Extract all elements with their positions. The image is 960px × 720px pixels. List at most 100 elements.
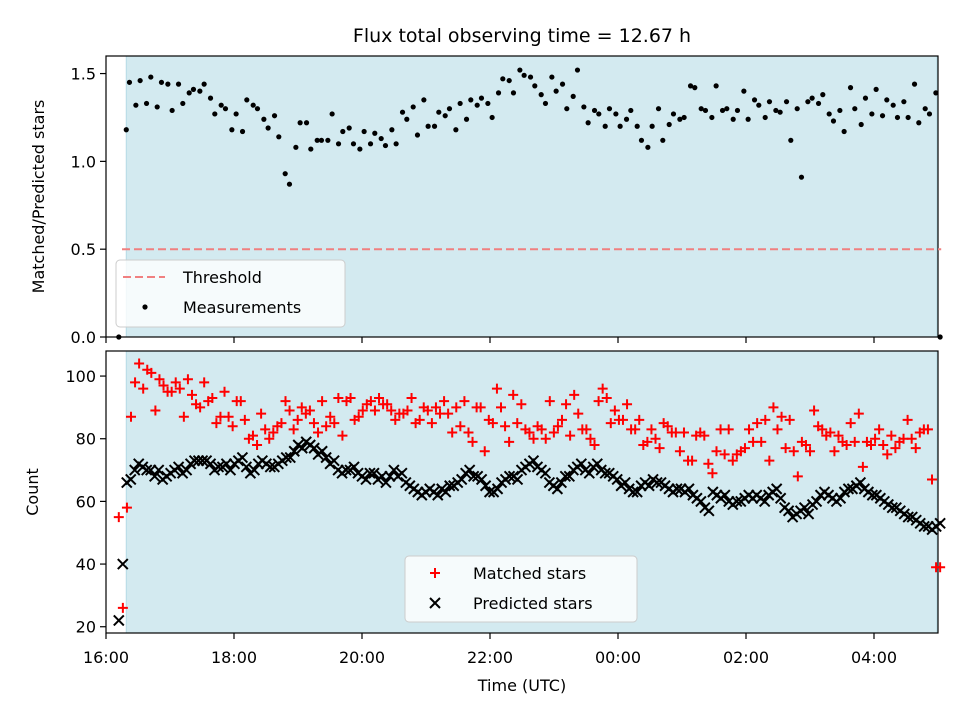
- measurement-point: [335, 141, 342, 147]
- predicted-star-point: [842, 483, 855, 495]
- measurement-point: [873, 86, 879, 92]
- measurement-point: [794, 106, 800, 112]
- matched-star-point: [353, 411, 364, 422]
- measurement-point: [815, 100, 822, 107]
- measurement-point: [719, 107, 726, 114]
- axes-frame: [105, 350, 939, 634]
- matched-star-point: [451, 402, 462, 413]
- matched-star-point: [491, 383, 502, 394]
- measurement-point: [378, 135, 384, 142]
- measurement-point: [730, 116, 736, 122]
- predicted-star-point: [671, 483, 683, 495]
- predicted-star-point: [296, 442, 308, 454]
- measurement-point: [564, 106, 570, 112]
- predicted-star-point: [810, 495, 823, 508]
- measurement-point: [393, 141, 399, 147]
- measurement-point: [489, 114, 495, 121]
- matched-star-point: [268, 427, 279, 438]
- predicted-star-point: [129, 464, 141, 476]
- measurement-point: [751, 97, 758, 103]
- matched-star-point: [585, 433, 596, 444]
- matched-star-point: [597, 383, 608, 394]
- measurement-point: [613, 111, 619, 117]
- measurement-point: [303, 120, 310, 126]
- predicted-star-point: [770, 483, 783, 495]
- matched-star-point: [439, 396, 450, 407]
- matched-star-point: [593, 396, 604, 407]
- matched-star-point: [565, 430, 576, 441]
- matched-star-point: [687, 455, 698, 466]
- predicted-star-point: [316, 445, 328, 457]
- predicted-star-point: [264, 461, 277, 473]
- measurement-point: [329, 111, 335, 117]
- measurement-point: [884, 97, 890, 103]
- measurement-point: [862, 95, 869, 101]
- measurement-point: [634, 123, 640, 129]
- flux-ratio-panel: 0.0 0.5 1.0 1.5 Matched/Predicted stars Thres…: [29, 55, 943, 347]
- matched-star-point: [800, 440, 811, 450]
- matched-star-point: [760, 414, 771, 425]
- measurement-point: [773, 107, 779, 114]
- matched-star-point: [247, 430, 258, 441]
- matched-star-point: [516, 399, 527, 410]
- measurement-point: [180, 100, 186, 107]
- predicted-star-point: [802, 508, 815, 520]
- matched-star-point: [288, 424, 299, 435]
- matched-star-point: [662, 421, 673, 432]
- matched-star-point: [459, 396, 470, 407]
- matched-star-point: [321, 421, 332, 432]
- y-tick-label: 0.5: [71, 240, 96, 259]
- matched-star-point: [475, 402, 486, 413]
- measurement-point: [527, 74, 534, 80]
- matched-star-point: [325, 411, 336, 422]
- measurement-point: [361, 128, 367, 135]
- measurement-point: [165, 81, 171, 87]
- matched-star-point: [833, 430, 844, 441]
- measurement-point: [436, 109, 442, 115]
- predicted-star-point: [511, 473, 524, 486]
- matched-star-point: [280, 396, 291, 407]
- measurement-point: [229, 127, 235, 133]
- matched-star-point: [792, 471, 803, 482]
- matched-star-point: [125, 411, 136, 422]
- measurement-point: [474, 102, 480, 108]
- matched-star-point: [609, 405, 620, 416]
- measurement-point: [783, 99, 790, 105]
- measurement-point: [126, 79, 133, 85]
- measurement-point: [681, 114, 687, 121]
- predicted-star-point: [934, 517, 946, 530]
- measurement-point: [890, 102, 896, 108]
- predicted-star-point: [555, 476, 568, 489]
- measurement-point: [894, 114, 901, 121]
- y-tick-label: 1.0: [71, 152, 96, 171]
- measurement-point: [254, 106, 261, 112]
- matched-star-point: [308, 418, 319, 429]
- measurement-point: [233, 111, 239, 117]
- measurement-point: [297, 120, 303, 126]
- legend-predicted-label: Predicted stars: [473, 594, 593, 613]
- measurement-point: [916, 120, 922, 126]
- measurement-point: [734, 107, 741, 114]
- measurement-point: [809, 95, 815, 101]
- measurement-point: [425, 123, 431, 129]
- predicted-star-point: [280, 451, 292, 464]
- measurement-point: [293, 144, 299, 150]
- matched-star-point: [219, 386, 230, 397]
- predicted-star-point: [563, 470, 576, 483]
- predicted-star-point: [348, 461, 360, 473]
- matched-star-point: [158, 380, 169, 391]
- matched-star-point: [154, 374, 165, 385]
- measurement-point: [687, 83, 694, 89]
- measurement-point: [389, 127, 395, 133]
- predicted-star-point: [798, 501, 811, 514]
- measurement-point: [143, 100, 150, 107]
- matched-star-point: [678, 427, 689, 438]
- measurement-point: [137, 77, 143, 84]
- matched-star-point: [805, 446, 816, 457]
- matched-star-point: [227, 421, 238, 432]
- measurement-point: [404, 116, 410, 122]
- measurement-point: [314, 137, 320, 143]
- y-tick-label: 100: [65, 367, 96, 386]
- matched-star-point: [402, 405, 413, 416]
- legend-matched-label: Matched stars: [473, 564, 586, 583]
